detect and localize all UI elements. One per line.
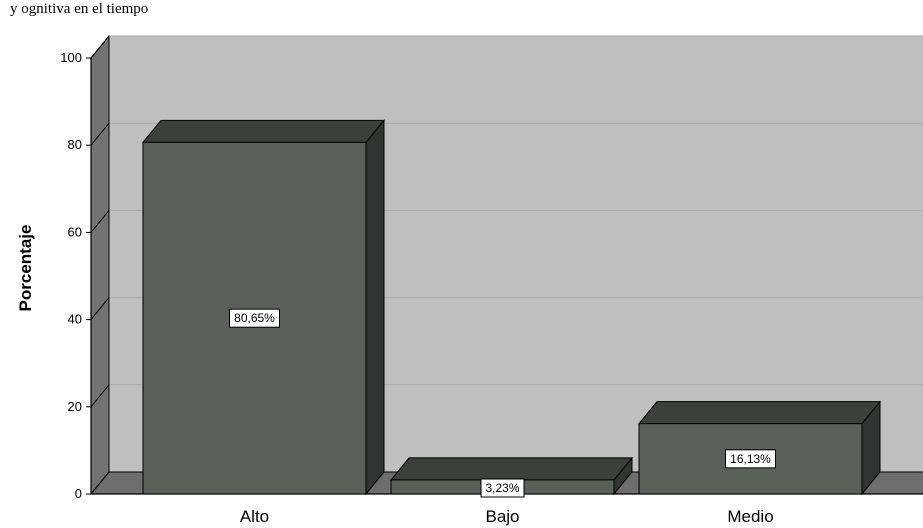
x-tick-label: Alto bbox=[240, 507, 269, 526]
data-label-box bbox=[725, 449, 776, 469]
y-tick-label: 100 bbox=[60, 50, 82, 65]
gridline-side bbox=[90, 384, 110, 408]
y-tick-label: 20 bbox=[68, 399, 82, 414]
bar-top bbox=[389, 457, 634, 481]
x-tick-label: Bajo bbox=[485, 507, 519, 526]
bar-top bbox=[141, 119, 386, 143]
axes: 0 20 40 60 80 100 Alto Bajo Medio bbox=[60, 36, 923, 526]
y-tick-label: 0 bbox=[75, 486, 82, 501]
caption: y ognitiva en el tiempo bbox=[10, 1, 148, 17]
gridline-side bbox=[90, 210, 110, 233]
axis-titles: Porcentaje bbox=[16, 225, 35, 312]
bar-top bbox=[637, 401, 882, 425]
side-wall bbox=[90, 34, 110, 496]
data-label: 80,65% bbox=[234, 311, 275, 325]
bars bbox=[141, 118, 882, 496]
gridline-side bbox=[90, 297, 110, 320]
data-label: 16,13% bbox=[730, 452, 771, 466]
gridline-side bbox=[90, 35, 110, 59]
bar-side bbox=[365, 118, 385, 496]
gridline-side bbox=[90, 122, 110, 146]
y-axis-title: Porcentaje bbox=[16, 225, 35, 312]
y-tick-label: 40 bbox=[68, 312, 82, 327]
x-tick-label: Medio bbox=[727, 507, 773, 526]
y-tick-label: 60 bbox=[68, 224, 82, 239]
y-tick-label: 80 bbox=[68, 137, 82, 152]
data-label: 3,23% bbox=[485, 481, 519, 495]
data-label-box bbox=[229, 308, 280, 328]
data-label-box bbox=[480, 478, 525, 498]
data-labels: 80,65% 3,23% 16,13% bbox=[229, 308, 776, 498]
chart-caption: y ognitiva en el tiempo bbox=[10, 1, 148, 17]
